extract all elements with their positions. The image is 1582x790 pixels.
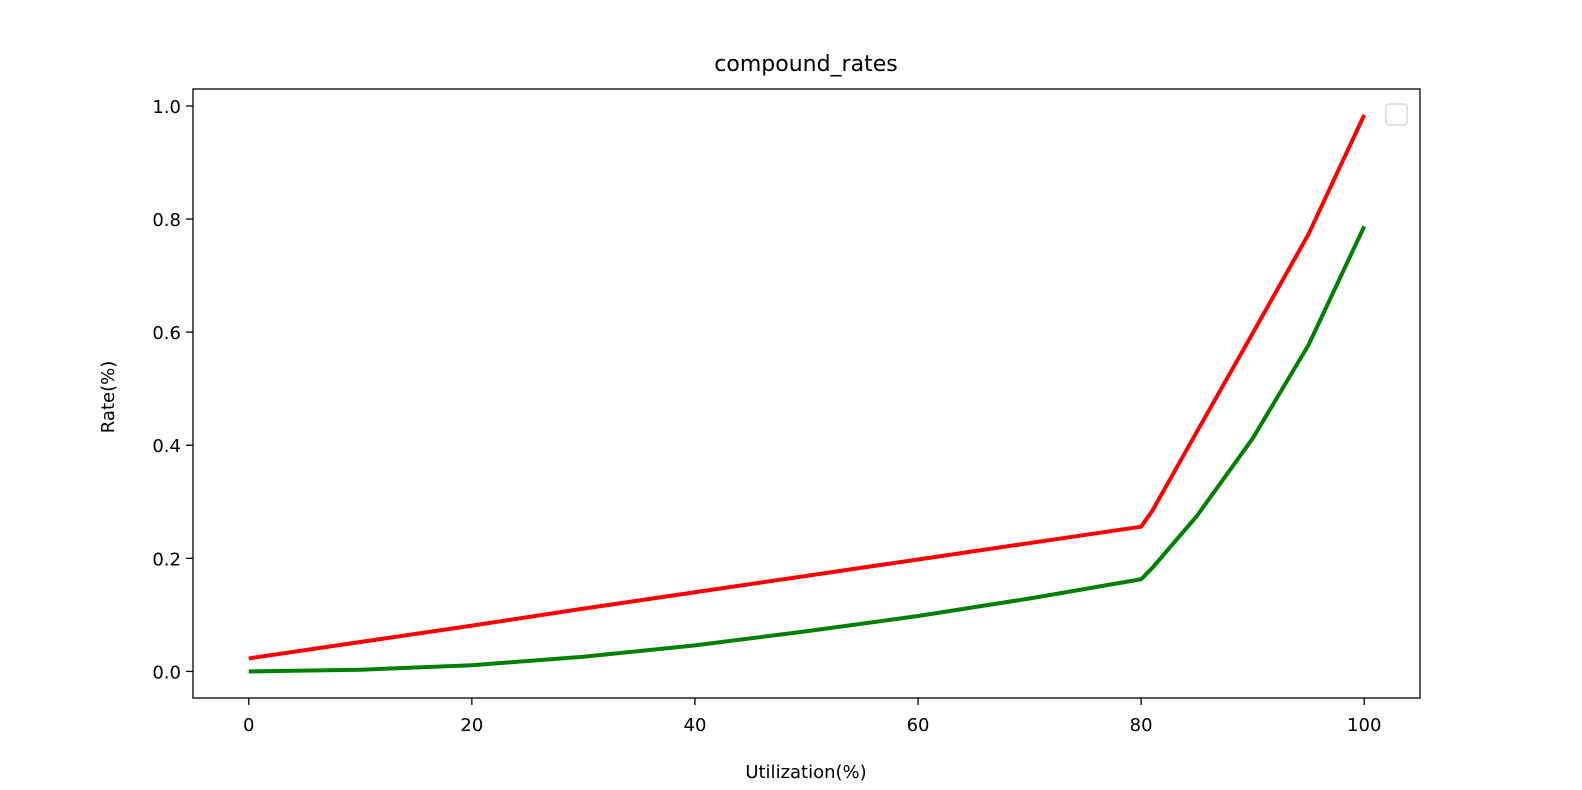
x-tick-label: 100 [1347, 715, 1381, 736]
chart-title: compound_rates [714, 52, 897, 77]
plot-area-frame [192, 88, 1421, 699]
y-tick-label: 1.0 [152, 97, 181, 118]
y-tick-label: 0.4 [152, 436, 181, 457]
x-axis-ticks: 0 20 40 60 80 100 [243, 698, 1381, 736]
series-layer [248, 114, 1367, 674]
x-tick-label: 80 [1130, 715, 1153, 736]
x-tick-label: 0 [243, 715, 254, 736]
y-tick-label: 0.8 [152, 210, 181, 231]
series-line-1 [248, 225, 1367, 674]
series-line-0 [248, 114, 1367, 661]
y-tick-label: 0.6 [152, 323, 181, 344]
x-axis-label: Utilization(%) [745, 762, 866, 783]
x-tick-label: 20 [460, 715, 483, 736]
legend-box [1385, 103, 1408, 126]
x-tick-label: 60 [907, 715, 930, 736]
y-tick-label: 0.2 [152, 549, 181, 570]
y-axis-ticks: 0.0 0.2 0.4 0.6 0.8 1.0 [152, 97, 193, 683]
y-axis-label: Rate(%) [98, 361, 119, 433]
x-tick-label: 40 [684, 715, 707, 736]
y-tick-label: 0.0 [152, 662, 181, 683]
